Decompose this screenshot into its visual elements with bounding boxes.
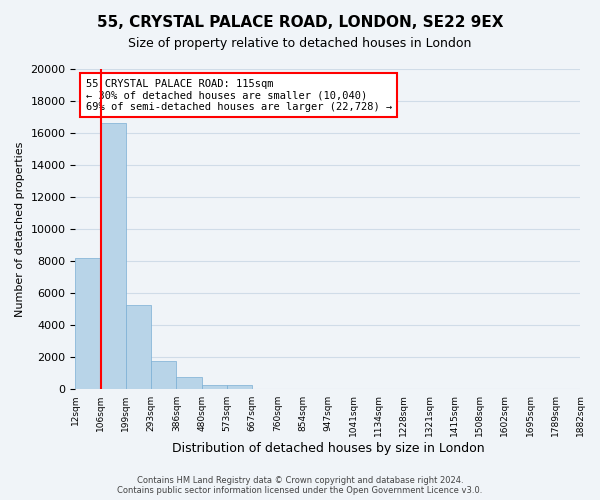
Bar (101, 124, 126, 390)
Bar (126, 304, 151, 390)
Text: 55 CRYSTAL PALACE ROAD: 115sqm
← 30% of detached houses are smaller (10,040)
69%: 55 CRYSTAL PALACE ROAD: 115sqm ← 30% of … (86, 78, 392, 112)
Bar (151, 360, 176, 390)
Text: 55, CRYSTAL PALACE ROAD, LONDON, SE22 9EX: 55, CRYSTAL PALACE ROAD, LONDON, SE22 9E… (97, 15, 503, 30)
X-axis label: Distribution of detached houses by size in London: Distribution of detached houses by size … (172, 442, 484, 455)
Bar (176, 376, 202, 390)
Bar (202, 384, 227, 390)
Y-axis label: Number of detached properties: Number of detached properties (15, 142, 25, 317)
Bar (76, 258, 101, 390)
Text: Contains HM Land Registry data © Crown copyright and database right 2024.
Contai: Contains HM Land Registry data © Crown c… (118, 476, 482, 495)
Bar (227, 384, 252, 390)
Text: Size of property relative to detached houses in London: Size of property relative to detached ho… (128, 38, 472, 51)
